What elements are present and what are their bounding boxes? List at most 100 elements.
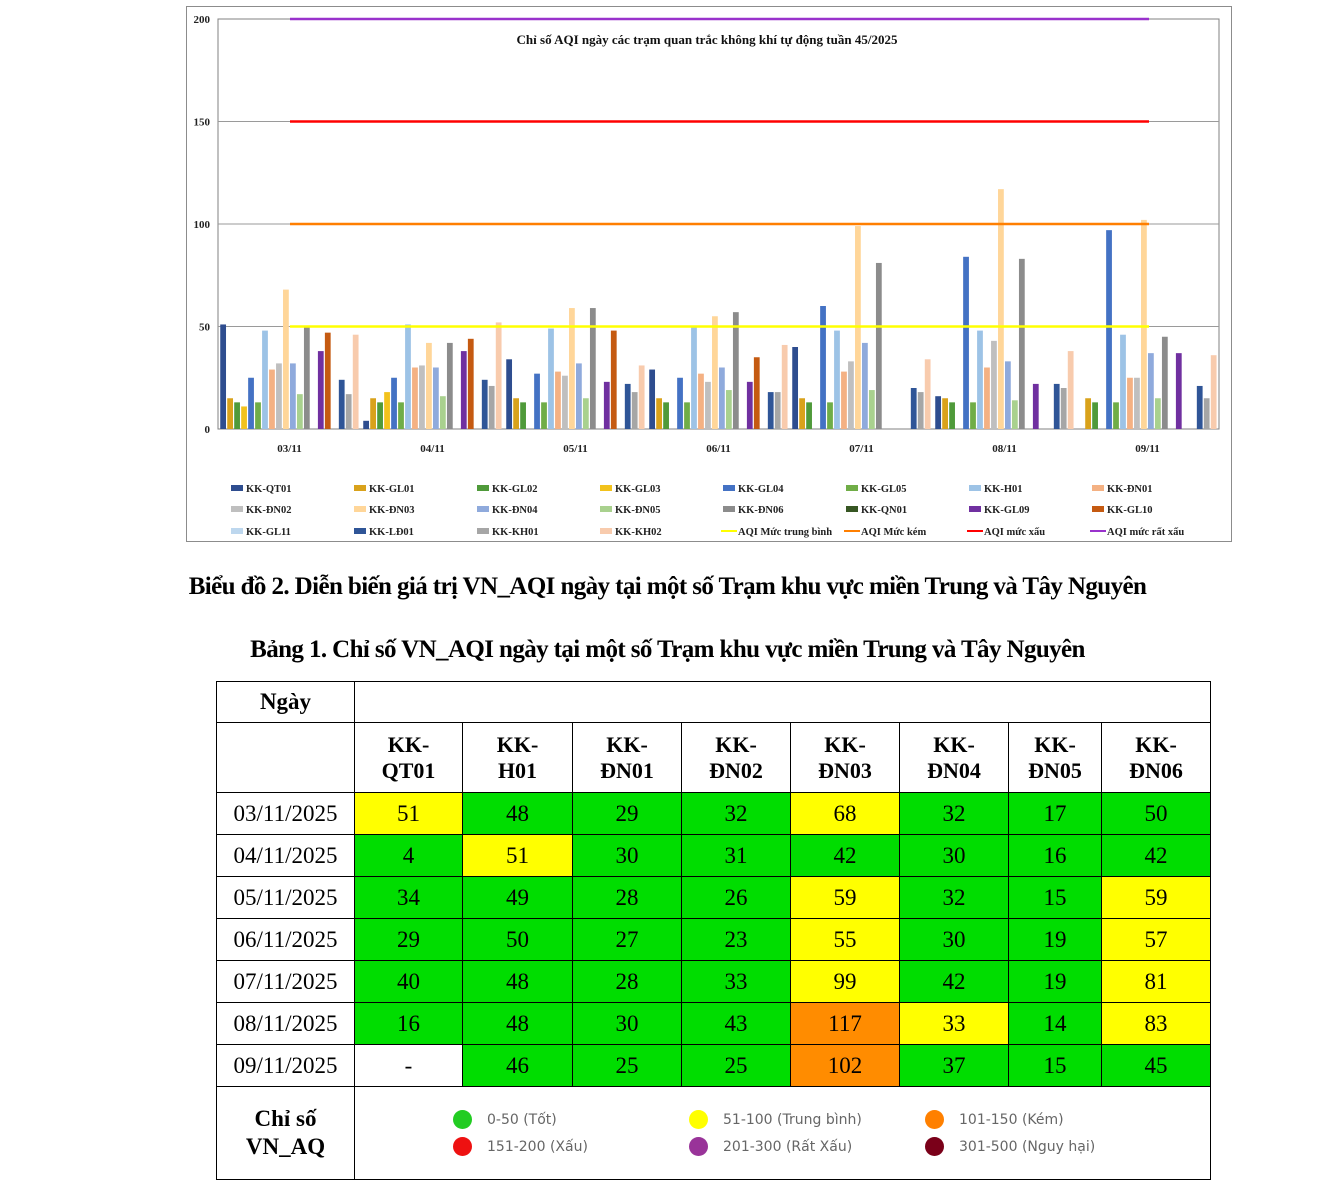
aqi-value-cell: 30	[572, 1002, 682, 1045]
legend-swatch	[354, 506, 366, 512]
bar-KK-ĐN05	[725, 390, 732, 429]
station-header: KK- ĐN05	[1008, 722, 1102, 793]
aqi-value-cell: 33	[899, 1002, 1009, 1045]
table-row: 08/11/2025 16 48 30 43 117 33 14 83	[216, 1002, 1211, 1045]
aqi-value-cell: -	[354, 1044, 463, 1087]
station-code: QT01	[381, 757, 436, 783]
bar-KK-ĐN05	[868, 390, 875, 429]
bar-KK-ĐN03	[426, 342, 432, 429]
legend-swatch	[1092, 506, 1104, 512]
bar-KK-ĐN02	[848, 361, 854, 429]
aqi-value-cell: 28	[572, 876, 682, 919]
bar-KK-KH01	[488, 385, 495, 429]
aqi-value-cell: 32	[681, 792, 791, 835]
bar-KK-LĐ01	[767, 392, 774, 429]
legend-dot-icon	[453, 1110, 472, 1129]
legend-swatch	[477, 506, 489, 512]
station-prefix: KK-	[824, 731, 866, 757]
legend-swatch	[969, 485, 981, 491]
bar-KK-ĐN06	[1018, 258, 1025, 429]
legend-item-label: 0-50 (Tốt)	[487, 1111, 557, 1128]
aqi-value-cell: 45	[1101, 1044, 1211, 1087]
aqi-value-cell: 81	[1101, 960, 1211, 1003]
bar-KK-ĐN03	[712, 316, 718, 429]
legend-dot-icon	[925, 1110, 944, 1129]
row-date: 06/11/2025	[216, 918, 355, 961]
legend-label: KK-ĐN01	[1107, 484, 1153, 495]
station-header: KK- ĐN06	[1101, 722, 1211, 793]
bar-KK-ĐN02	[705, 381, 711, 429]
bar-KK-KH02	[638, 365, 645, 429]
legend-swatch	[723, 506, 735, 512]
bar-KK-ĐN02	[276, 363, 282, 429]
aqi-value-cell: 17	[1008, 792, 1102, 835]
legend-label: KK-GL09	[984, 505, 1030, 516]
bar-KK-GL09	[1175, 353, 1182, 429]
legend-item-label: 101-150 (Kém)	[959, 1111, 1064, 1128]
x-tick-label: 05/11	[563, 443, 587, 455]
legend-label: KK-GL01	[369, 484, 415, 495]
legend-label: KK-GL02	[492, 484, 538, 495]
x-tick-label: 03/11	[277, 443, 301, 455]
legend-label: KK-QN01	[861, 505, 907, 516]
bar-KK-ĐN01	[984, 367, 990, 429]
bar-KK-ĐN04	[862, 342, 868, 429]
station-code: H01	[497, 757, 538, 783]
bar-KK-ĐN01	[269, 369, 275, 429]
bar-KK-ĐN06	[589, 308, 596, 429]
bar-KK-ĐN04	[1005, 361, 1011, 429]
legend-cell: 0-50 (Tốt) 51-100 (Trung bình) 101-150 (Ké…	[354, 1086, 1211, 1180]
bar-KK-GL02	[949, 402, 955, 429]
bar-KK-GL01	[513, 398, 519, 429]
bar-KK-H01	[977, 330, 983, 429]
date-header: Ngày	[216, 681, 355, 723]
legend-swatch	[477, 485, 489, 491]
x-tick-label: 06/11	[706, 443, 730, 455]
bar-KK-GL02	[377, 402, 383, 429]
aqi-value-cell: 32	[899, 876, 1009, 919]
legend-label-line2: VN_AQ	[245, 1134, 326, 1159]
legend-swatch	[231, 528, 243, 534]
bar-KK-ĐN01	[841, 371, 847, 429]
legend-item: 201-300 (Rất Xấu)	[689, 1137, 925, 1156]
table-row: 09/11/2025-46 25 25 102 37 15 45	[216, 1044, 1211, 1087]
bar-KK-GL10	[610, 330, 617, 429]
aqi-chart: 0 50 100 150 200 Chỉ số AQI ngày các trạm qua…	[186, 6, 1232, 542]
aqi-value-cell: 16	[1008, 834, 1102, 877]
aqi-value-cell: 16	[354, 1002, 463, 1045]
aqi-value-cell: 34	[354, 876, 463, 919]
station-code: ĐN05	[1028, 757, 1082, 783]
bar-KK-ĐN05	[296, 394, 303, 429]
row-date: 04/11/2025	[216, 834, 355, 877]
bar-KK-GL01	[370, 398, 376, 429]
bar-KK-GL03	[241, 406, 247, 429]
bar-KK-GL05	[684, 402, 690, 429]
row-date: 05/11/2025	[216, 876, 355, 919]
station-prefix: KK-	[1135, 731, 1177, 757]
aqi-value-cell: 32	[899, 792, 1009, 835]
legend-label: KK-GL05	[861, 484, 907, 495]
row-date: 07/11/2025	[216, 960, 355, 1003]
aqi-value-cell: 68	[790, 792, 900, 835]
bar-KK-GL04	[391, 377, 397, 429]
legend-label: KK-H01	[984, 484, 1023, 495]
legend-item: 301-500 (Nguy hại)	[925, 1137, 1125, 1156]
bar-KK-ĐN03	[998, 189, 1004, 429]
legend-item-label: 151-200 (Xấu)	[487, 1138, 588, 1155]
legend-swatch	[846, 506, 858, 512]
bar-KK-GL04	[820, 306, 826, 429]
bar-KK-GL02	[806, 402, 812, 429]
aqi-value-cell: 51	[354, 792, 463, 835]
bar-KK-ĐN02	[419, 365, 425, 429]
station-code: ĐN04	[927, 757, 981, 783]
legend-swatch	[354, 528, 366, 534]
bar-KK-KH02	[924, 359, 931, 429]
bar-KK-GL01	[227, 398, 233, 429]
aqi-value-cell: 33	[681, 960, 791, 1003]
bar-KK-QT01	[935, 396, 942, 429]
aqi-value-cell: 51	[462, 834, 573, 877]
x-tick-label: 09/11	[1135, 443, 1159, 455]
bar-KK-LĐ01	[481, 379, 488, 429]
legend-label: KK-KH01	[492, 527, 539, 538]
legend-label-line1: Chỉ số	[254, 1106, 317, 1131]
